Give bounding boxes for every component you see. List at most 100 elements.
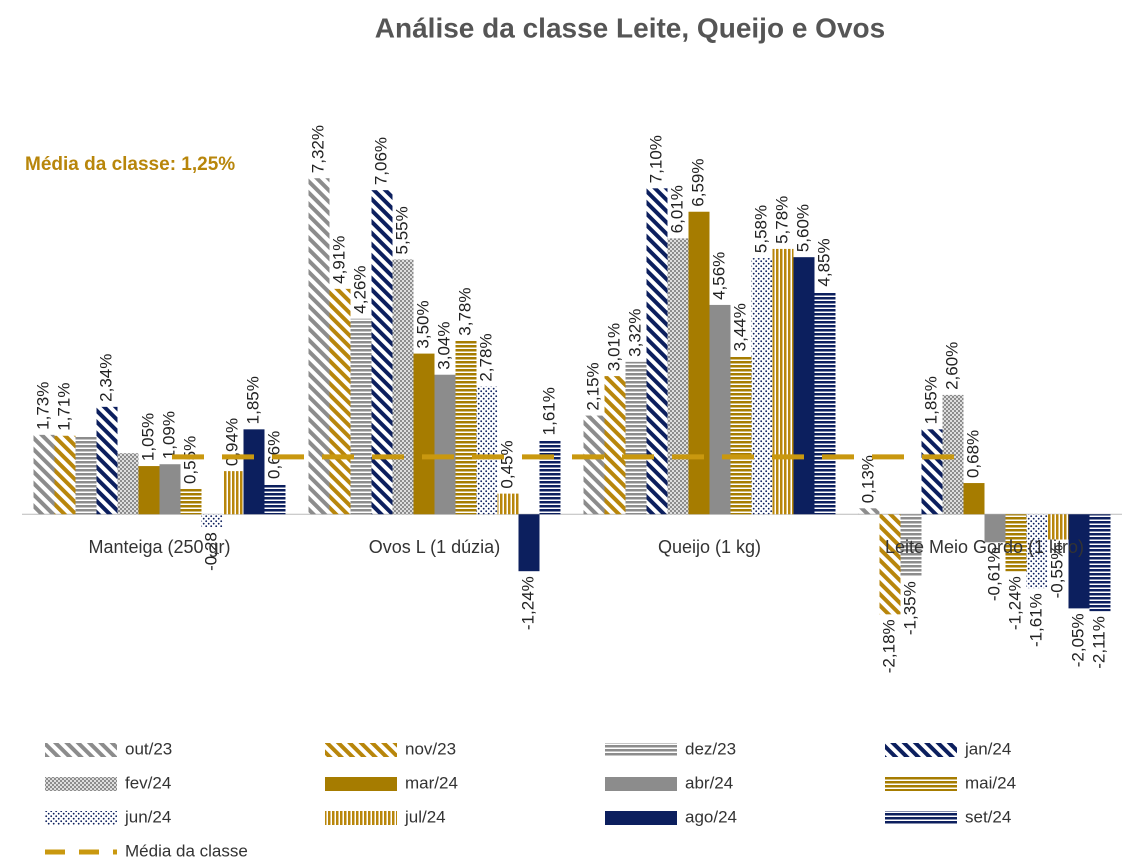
data-label: 3,44% [730, 303, 749, 351]
bar [222, 471, 244, 515]
legend-label: abr/24 [685, 773, 733, 792]
bar [159, 464, 181, 515]
data-label: 2,78% [476, 333, 495, 381]
bar [243, 429, 265, 515]
chart-title: Análise da classe Leite, Queijo e Ovos [375, 12, 885, 43]
data-label: 2,60% [942, 342, 961, 390]
bar [1047, 514, 1069, 540]
data-label: 3,78% [455, 288, 474, 336]
bar [392, 259, 414, 515]
bar [75, 435, 97, 515]
bar [308, 178, 330, 515]
bar [180, 489, 202, 515]
data-label: -1,24% [1005, 576, 1024, 630]
bar [646, 188, 668, 515]
x-tick-label: Manteiga (250 gr) [88, 537, 230, 557]
bar [371, 190, 393, 515]
legend-swatch [885, 743, 957, 757]
data-label: 5,78% [772, 196, 791, 244]
legend-swatch [325, 743, 397, 757]
bar [264, 483, 286, 515]
bar [1068, 514, 1090, 609]
bar [625, 361, 647, 515]
legend-label: mar/24 [405, 773, 458, 792]
bar [138, 466, 160, 515]
legend-label: jun/24 [124, 807, 171, 826]
data-label: 1,09% [159, 411, 178, 459]
bar [963, 483, 985, 515]
legend-label: fev/24 [125, 773, 171, 792]
bar [604, 376, 626, 515]
bar [54, 435, 76, 515]
bar [709, 304, 731, 515]
data-label: 5,58% [751, 205, 770, 253]
data-label: 7,32% [308, 125, 327, 173]
bar [329, 288, 351, 515]
data-label: 3,50% [413, 300, 432, 348]
data-label: 7,06% [371, 137, 390, 185]
legend-swatch [885, 777, 957, 791]
data-label: 0,94% [222, 418, 241, 466]
data-label: 1,85% [243, 376, 262, 424]
bar [350, 318, 372, 515]
legend-swatch [45, 811, 117, 825]
legend-swatch [605, 811, 677, 825]
bar [476, 386, 498, 515]
data-label: -2,05% [1068, 613, 1087, 667]
data-label: 0,45% [497, 440, 516, 488]
average-label: Média da classe: 1,25% [25, 154, 235, 175]
data-label: -0,61% [984, 547, 1003, 601]
data-label: 4,85% [814, 238, 833, 286]
legend-swatch [45, 743, 117, 757]
data-label: 4,56% [709, 252, 728, 300]
legend-label: Média da classe [125, 841, 248, 860]
data-label: 0,68% [963, 430, 982, 478]
bar [518, 514, 540, 572]
legend-label: set/24 [965, 807, 1011, 826]
x-tick-label: Queijo (1 kg) [658, 537, 761, 557]
data-label: 2,15% [583, 362, 602, 410]
data-label: 5,55% [392, 206, 411, 254]
bar [667, 238, 689, 515]
legend-label: out/23 [125, 739, 172, 758]
bar [879, 514, 901, 615]
data-label: -0,55% [1047, 545, 1066, 599]
data-label: 4,26% [350, 265, 369, 313]
data-label: -2,11% [1089, 616, 1108, 669]
bar [117, 453, 139, 515]
data-label: 1,61% [539, 387, 558, 435]
legend-label: nov/23 [405, 739, 456, 758]
x-tick-label: Leite Meio Gordo (1 litro) [885, 537, 1084, 557]
bar [1026, 514, 1048, 589]
bar [900, 514, 922, 577]
bar [413, 353, 435, 515]
legend-swatch [605, 777, 677, 791]
legend-label: jul/24 [404, 807, 446, 826]
legend-label: ago/24 [685, 807, 737, 826]
data-label: -1,35% [900, 581, 919, 635]
legend-label: dez/23 [685, 739, 736, 758]
legend-label: jan/24 [964, 739, 1011, 758]
bar [583, 415, 605, 515]
bar [858, 508, 880, 515]
legend-swatch [325, 811, 397, 825]
bar [455, 340, 477, 515]
legend-swatch [885, 811, 957, 825]
data-label: -1,61% [1026, 593, 1045, 647]
data-label: 5,60% [793, 204, 812, 252]
bar [434, 374, 456, 515]
bar [96, 406, 118, 515]
x-tick-label: Ovos L (1 dúzia) [369, 537, 500, 557]
data-label: 7,10% [646, 135, 665, 183]
data-label: 0,55% [180, 436, 199, 484]
data-label: 1,85% [921, 376, 940, 424]
bar [539, 440, 561, 515]
bar [497, 493, 519, 515]
data-label: -1,24% [518, 576, 537, 630]
data-label: 6,59% [688, 159, 707, 207]
data-label: -2,18% [879, 619, 898, 673]
bar [33, 434, 55, 515]
bar [1005, 514, 1027, 572]
data-label: 2,34% [96, 354, 115, 402]
